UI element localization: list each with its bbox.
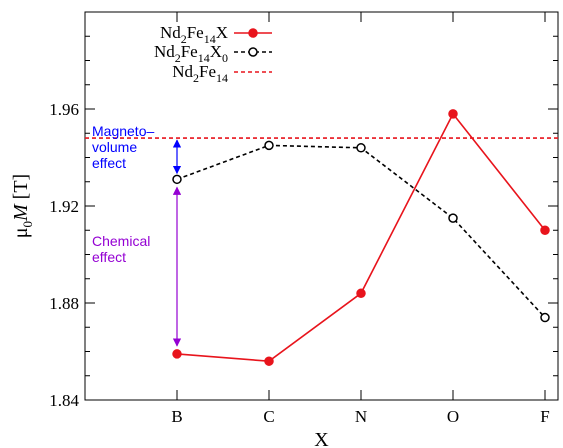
series-0-point-B	[172, 349, 182, 359]
plot-frame	[84, 11, 559, 401]
annotation-text-0: effect	[92, 155, 126, 171]
y-tick-label: 1.96	[49, 100, 79, 119]
annotation-text-1: Chemical	[92, 233, 150, 249]
series-0-point-F	[540, 225, 550, 235]
x-tick-label-N: N	[355, 407, 367, 426]
y-tick-label: 1.88	[49, 294, 79, 313]
y-tick-label: 1.84	[49, 391, 79, 410]
legend-marker-1	[248, 47, 258, 57]
x-tick-label-C: C	[263, 407, 274, 426]
series-1-point-B	[172, 174, 182, 185]
annotation-text-0: volume	[92, 139, 137, 155]
series-1-point-N	[356, 143, 366, 153]
series-0-point-O	[448, 109, 458, 119]
annotation-text-0: Magneto–	[92, 123, 154, 139]
series-0-point-N	[356, 288, 366, 299]
y-axis-title: μ0M [T]	[10, 174, 35, 238]
annotation-text-1: effect	[92, 249, 126, 265]
series-1-point-C	[264, 140, 274, 151]
y-tick-label: 1.92	[49, 197, 79, 216]
x-axis-title: X	[314, 429, 329, 448]
legend-label-2: Nd2Fe14	[172, 62, 228, 85]
x-tick-label-O: O	[447, 407, 459, 426]
series-1-point-O	[448, 213, 458, 223]
legend-label-0: Nd2Fe14X	[160, 23, 228, 46]
series-1-point-F	[540, 312, 550, 323]
x-tick-label-B: B	[171, 407, 182, 426]
x-tick-label-F: F	[540, 407, 549, 426]
legend-marker-0	[248, 28, 258, 38]
legend-label-1: Nd2Fe14X0	[154, 42, 228, 65]
series-0-point-C	[264, 356, 274, 366]
